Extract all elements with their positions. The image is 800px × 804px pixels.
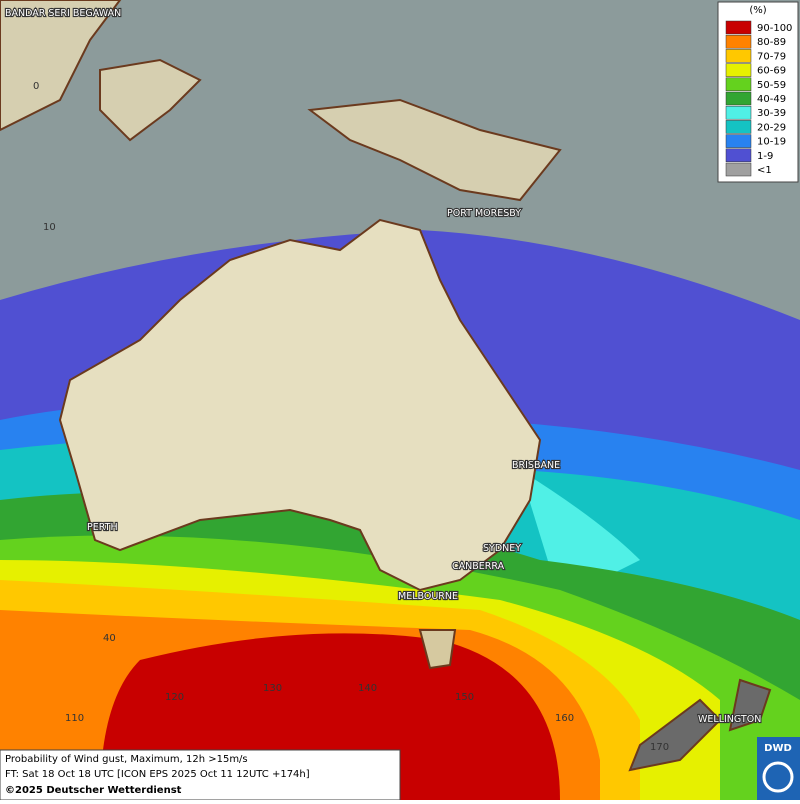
longitude-label: 160 xyxy=(555,713,574,724)
legend-swatch xyxy=(725,34,752,49)
longitude-label: 150 xyxy=(455,692,474,703)
legend-title: (%) xyxy=(749,5,766,16)
latitude-label: 0 xyxy=(33,81,39,92)
logo: DWD xyxy=(757,737,800,800)
latitude-label: 10 xyxy=(43,222,56,233)
place-label: BANDAR SERI BEGAWAN xyxy=(5,8,121,19)
legend-label: 20-29 xyxy=(757,122,786,133)
legend-swatch xyxy=(725,63,752,77)
logo-icon xyxy=(762,761,794,793)
legend-swatch xyxy=(725,77,752,92)
legend-label: 30-39 xyxy=(757,108,786,119)
footer-box xyxy=(0,749,401,801)
place-label: PORT MORESBY xyxy=(447,208,521,219)
legend: (%) 90-100 80-89 70-79 60-69 50-59 40-49 30-39… xyxy=(717,1,799,183)
legend-swatch xyxy=(725,148,752,163)
legend-label: 40-49 xyxy=(757,94,786,105)
land xyxy=(0,0,772,772)
longitude-label: 170 xyxy=(650,742,669,753)
legend-label: 1-9 xyxy=(757,151,773,162)
legend-label: 50-59 xyxy=(757,80,786,91)
legend-swatch xyxy=(725,105,752,120)
legend-swatch xyxy=(725,91,752,106)
legend-label: <1 xyxy=(757,165,772,176)
place-label: BRISBANE xyxy=(512,460,560,471)
legend-label: 90-100 xyxy=(757,23,792,34)
legend-label: 70-79 xyxy=(757,51,786,62)
legend-label: 80-89 xyxy=(757,37,786,48)
legend-swatch xyxy=(725,20,752,35)
legend-swatch xyxy=(725,162,752,177)
place-label: WELLINGTON xyxy=(698,714,761,725)
footer: Probability of Wind gust, Maximum, 12h >… xyxy=(0,749,401,801)
longitude-label: 130 xyxy=(263,683,282,694)
footer-line: FT: Sat 18 Oct 18 UTC [ICON EPS 2025 Oct… xyxy=(5,769,310,780)
legend-label: 10-19 xyxy=(757,137,786,148)
legend-swatch xyxy=(725,49,752,63)
footer-line: Probability of Wind gust, Maximum, 12h >… xyxy=(5,754,248,765)
longitude-label: 140 xyxy=(358,683,377,694)
longitude-label: 110 xyxy=(65,713,84,724)
logo-text: DWD xyxy=(764,743,792,754)
longitude-label: 120 xyxy=(165,692,184,703)
footer-line: ©2025 Deutscher Wetterdienst xyxy=(5,785,182,796)
place-label: PERTH xyxy=(87,522,118,533)
latitude-label: 40 xyxy=(103,633,116,644)
legend-swatch xyxy=(725,134,752,148)
place-label: SYDNEY xyxy=(483,543,521,554)
legend-swatch xyxy=(725,120,752,134)
place-label: CANBERRA xyxy=(452,561,505,572)
legend-label: 60-69 xyxy=(757,66,786,77)
place-label: MELBOURNE xyxy=(398,591,458,602)
